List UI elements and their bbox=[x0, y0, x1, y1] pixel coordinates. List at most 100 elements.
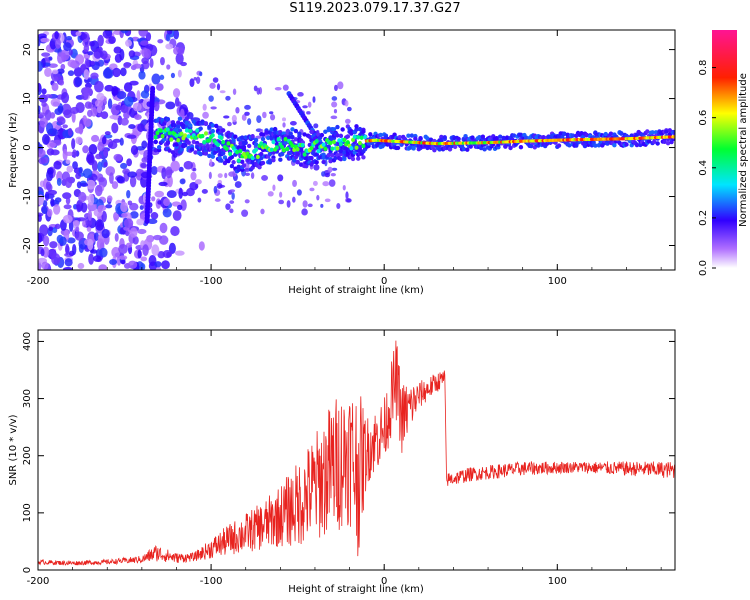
noise-blob bbox=[331, 96, 338, 101]
noise-blob bbox=[193, 76, 197, 81]
noise-blob bbox=[312, 96, 316, 103]
noise-blob bbox=[120, 67, 127, 77]
ridge-halo bbox=[413, 136, 418, 141]
ridge-core bbox=[281, 147, 286, 153]
noise-blob bbox=[178, 187, 183, 199]
noise-blob bbox=[208, 171, 212, 180]
ridge-halo bbox=[465, 147, 470, 152]
noise-blob bbox=[140, 263, 146, 270]
ridge-halo bbox=[437, 147, 442, 152]
noise-blob bbox=[345, 191, 349, 200]
noise-blob bbox=[86, 154, 94, 164]
noise-blob bbox=[50, 198, 55, 207]
noise-blob bbox=[244, 172, 251, 176]
noise-blob bbox=[56, 234, 64, 244]
noise-blob bbox=[75, 172, 82, 180]
ridge-halo bbox=[503, 143, 508, 149]
noise-blob bbox=[87, 51, 94, 56]
ridge-halo bbox=[240, 135, 245, 140]
noise-blob bbox=[65, 243, 70, 255]
noise-blob bbox=[177, 47, 185, 56]
ridge-halo bbox=[619, 131, 624, 136]
ridge-halo bbox=[664, 129, 669, 134]
ridge-core bbox=[203, 131, 208, 136]
noise-blob bbox=[170, 160, 180, 172]
noise-blob bbox=[166, 30, 173, 35]
spectrogram-y-axis-label: Frequency (Hz) bbox=[8, 112, 19, 188]
noise-blob bbox=[101, 228, 110, 239]
ridge-halo bbox=[153, 148, 158, 153]
noise-blob bbox=[126, 134, 137, 139]
noise-blob bbox=[161, 167, 167, 180]
ridge-halo bbox=[229, 163, 235, 169]
noise-blob bbox=[165, 166, 173, 179]
noise-blob bbox=[141, 57, 149, 65]
noise-blob bbox=[63, 42, 72, 52]
snr-x-tick-label: -100 bbox=[200, 576, 223, 587]
ridge-halo bbox=[205, 144, 210, 149]
noise-blob bbox=[113, 46, 122, 54]
noise-blob bbox=[138, 70, 146, 80]
ridge-halo bbox=[259, 151, 264, 157]
noise-blob bbox=[102, 30, 113, 39]
noise-blob bbox=[46, 208, 53, 218]
colorbar-ticks: 0.0 0.2 0.4 0.6 0.8 bbox=[698, 60, 716, 276]
noise-blob bbox=[72, 244, 77, 255]
noise-blob bbox=[209, 82, 216, 89]
noise-blob bbox=[179, 178, 186, 185]
ridge-core bbox=[328, 140, 333, 146]
noise-blob bbox=[63, 109, 73, 119]
ridge-halo bbox=[508, 145, 513, 151]
ridge-halo bbox=[290, 134, 295, 140]
noise-blob bbox=[127, 260, 138, 269]
ridge-halo bbox=[328, 159, 333, 164]
ridge-halo bbox=[288, 131, 293, 136]
ridge-halo bbox=[214, 123, 219, 129]
noise-blob bbox=[277, 174, 284, 182]
noise-blob bbox=[125, 242, 133, 248]
noise-blob bbox=[62, 148, 68, 161]
ridge-halo bbox=[608, 131, 614, 136]
ridge-halo bbox=[165, 140, 171, 146]
noise-blob bbox=[94, 99, 104, 108]
noise-blob bbox=[301, 208, 308, 216]
snr-y-tick-label: 200 bbox=[22, 446, 33, 465]
ridge-halo bbox=[593, 143, 598, 148]
ridge-halo bbox=[425, 136, 430, 141]
ridge-core bbox=[276, 137, 281, 142]
noise-blob bbox=[41, 261, 49, 270]
noise-blob bbox=[66, 165, 74, 173]
noise-blob bbox=[160, 56, 165, 66]
noise-blob bbox=[163, 198, 171, 207]
noise-blob bbox=[136, 90, 141, 102]
ridge-halo bbox=[667, 128, 673, 133]
snr-y-axis: 400 300 200 100 0 bbox=[22, 332, 675, 573]
ridge-core bbox=[363, 134, 368, 140]
colorbar-label: Normalized spectral amplitude bbox=[738, 73, 749, 227]
noise-blob bbox=[286, 200, 291, 208]
noise-blob bbox=[60, 63, 66, 70]
noise-blob bbox=[320, 203, 324, 208]
ridge-halo bbox=[207, 153, 212, 159]
noise-blob bbox=[292, 196, 296, 203]
noise-blob bbox=[81, 33, 87, 40]
noise-blob bbox=[227, 121, 232, 127]
noise-blob bbox=[133, 63, 142, 69]
noise-blob bbox=[121, 213, 128, 218]
ridge-halo bbox=[243, 140, 248, 145]
noise-blob bbox=[244, 199, 250, 204]
stripe-blob bbox=[150, 85, 156, 92]
ridge-core bbox=[184, 128, 189, 133]
noise-blob bbox=[38, 105, 41, 113]
ridge-halo bbox=[186, 140, 191, 145]
ridge-halo bbox=[584, 132, 589, 138]
ridge-halo bbox=[253, 137, 259, 143]
noise-blob bbox=[90, 72, 99, 80]
ridge-halo bbox=[238, 141, 243, 146]
noise-blob bbox=[38, 33, 47, 39]
noise-blob bbox=[77, 262, 85, 270]
noise-blob bbox=[229, 208, 234, 214]
ridge-halo bbox=[167, 148, 172, 153]
noise-blob bbox=[334, 84, 338, 92]
ridge-halo bbox=[326, 126, 332, 131]
